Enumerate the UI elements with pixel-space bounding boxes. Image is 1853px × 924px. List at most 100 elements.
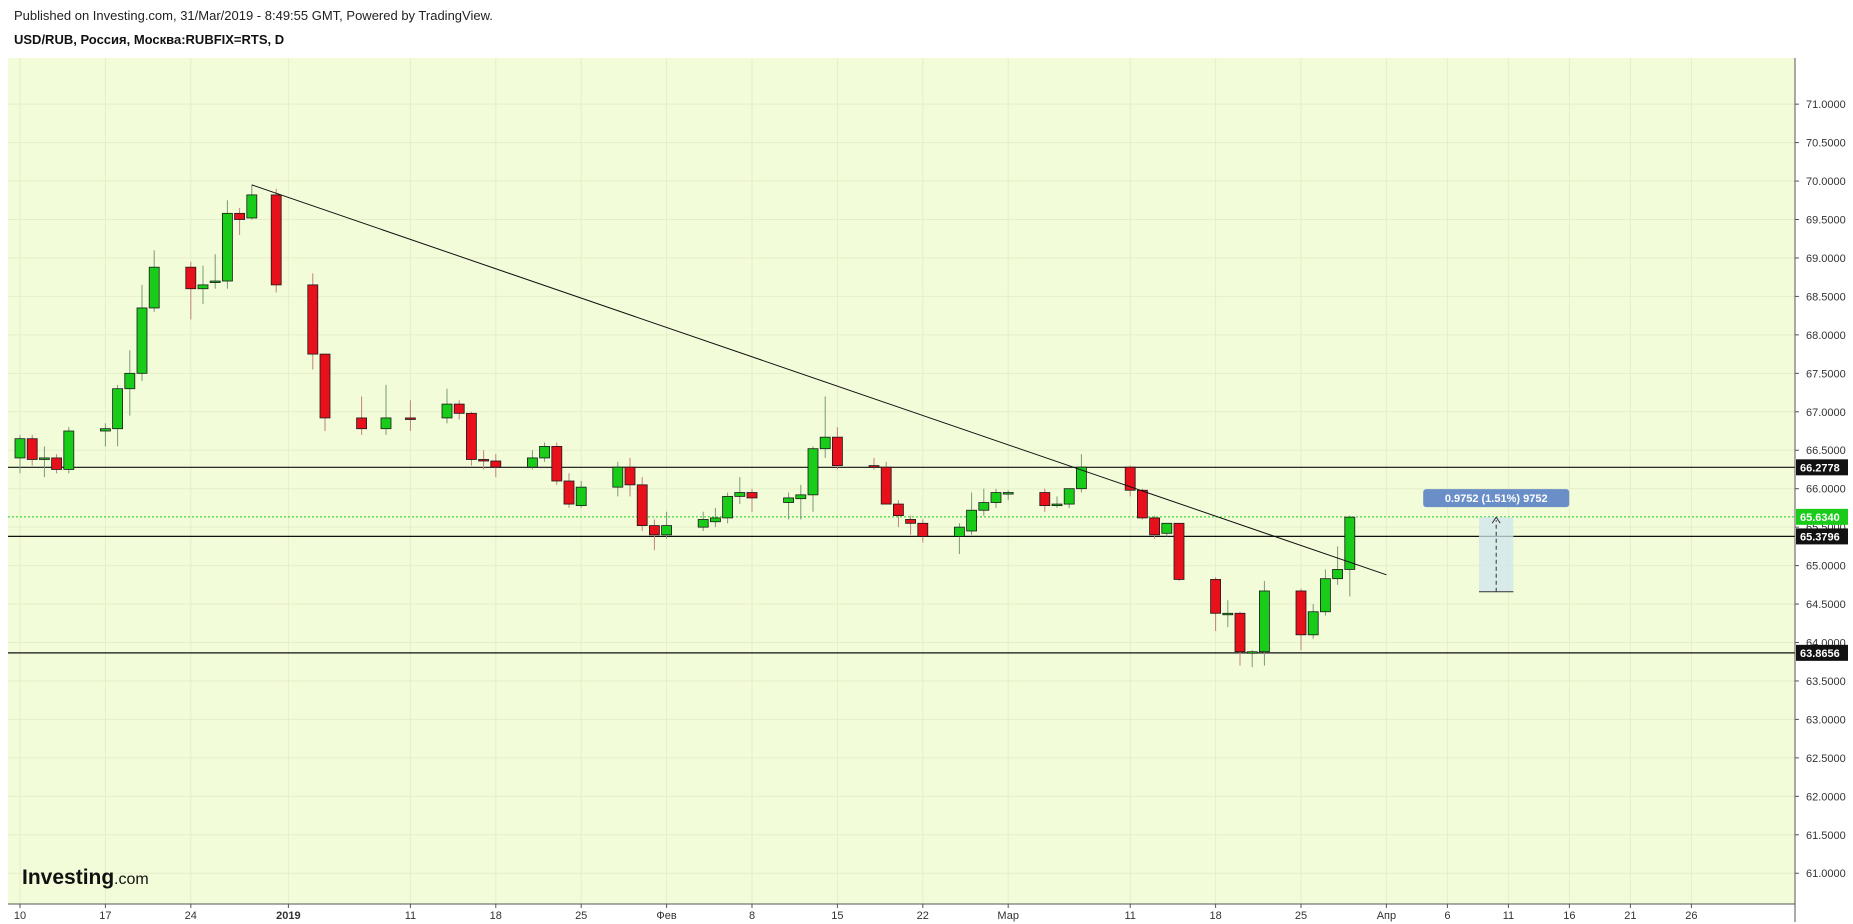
candle xyxy=(246,184,258,220)
candle xyxy=(490,454,502,478)
chart-header: Published on Investing.com, 31/Mar/2019 … xyxy=(14,8,493,47)
price-tick-label: 61.0000 xyxy=(1806,868,1846,880)
plot-area[interactable] xyxy=(8,58,1795,904)
level-price-tag xyxy=(1796,644,1848,661)
candle-body-up xyxy=(819,436,831,450)
candle xyxy=(197,265,209,305)
candle xyxy=(136,284,148,382)
candle xyxy=(868,457,880,470)
grid xyxy=(8,58,1795,904)
investing-logo: Investing .com xyxy=(22,866,149,889)
candle-body-up xyxy=(978,502,990,511)
candle-body-up xyxy=(575,486,587,507)
candle-body-up xyxy=(441,403,453,419)
price-tick-label: 65.0000 xyxy=(1806,561,1846,573)
candle xyxy=(1344,515,1356,597)
candle xyxy=(1076,454,1087,493)
candle xyxy=(905,515,916,535)
candle xyxy=(185,261,197,320)
time-tick-label: 25 xyxy=(1295,910,1307,922)
candle xyxy=(307,273,319,370)
candle-body-up xyxy=(1002,492,1014,495)
candle xyxy=(356,396,368,435)
time-tick-label: 26 xyxy=(1685,910,1697,922)
candle-body-down xyxy=(1124,466,1136,491)
candle-body-down xyxy=(453,403,465,414)
candle-body-up xyxy=(136,307,148,374)
time-tick-label: 10 xyxy=(14,910,26,922)
candle-body-up xyxy=(246,194,258,219)
candle-body-up xyxy=(197,284,209,290)
candle-body-up xyxy=(1344,516,1356,570)
candle xyxy=(661,511,672,539)
candle-body-down xyxy=(563,480,575,505)
candle-body-down xyxy=(1234,612,1246,653)
candle xyxy=(26,434,38,466)
price-tick-label: 63.5000 xyxy=(1806,676,1846,688)
candle xyxy=(624,457,636,497)
candle xyxy=(319,353,331,432)
candle-body-down xyxy=(905,519,916,524)
level-price-tag-label: 65.3796 xyxy=(1800,531,1840,543)
candle xyxy=(380,384,392,435)
price-tick-label: 69.5000 xyxy=(1806,215,1846,227)
candle xyxy=(51,454,62,474)
candle-body-up xyxy=(612,466,624,488)
candle-body-down xyxy=(1210,579,1221,614)
price-tick-label: 66.0000 xyxy=(1806,484,1846,496)
candle xyxy=(1149,515,1160,539)
level-price-tag-label: 66.2778 xyxy=(1800,462,1840,474)
candle xyxy=(234,207,246,235)
candle xyxy=(807,446,819,512)
candle-body-down xyxy=(307,284,319,355)
price-tick-label: 68.5000 xyxy=(1806,291,1846,303)
candle-body-up xyxy=(1076,466,1087,490)
candle-body-up xyxy=(783,497,794,503)
price-tick-label: 63.0000 xyxy=(1806,714,1846,726)
candle xyxy=(697,511,709,531)
candle-body-up xyxy=(661,525,672,536)
candle-body-up xyxy=(722,495,733,519)
candle-body-up xyxy=(734,492,746,497)
candle xyxy=(1210,577,1221,631)
level-price-tag-label: 63.8656 xyxy=(1800,648,1840,660)
time-tick-label: Фев xyxy=(656,910,676,922)
candle xyxy=(63,427,75,474)
candle-body-down xyxy=(478,459,490,462)
candle xyxy=(1063,488,1075,508)
candle xyxy=(795,484,807,520)
candle xyxy=(1124,465,1136,497)
candle-body-up xyxy=(1051,503,1063,507)
candle xyxy=(990,488,1002,508)
candle xyxy=(1320,569,1331,616)
time-tick-label: 25 xyxy=(575,910,587,922)
time-tick-label: 18 xyxy=(1209,910,1221,922)
price-axis[interactable]: 71.0000 70.5000 70.0000 69.5000 69.0000 68.50… xyxy=(1794,58,1848,922)
candle-body-up xyxy=(795,494,807,500)
candle xyxy=(1051,496,1063,508)
candle-body-down xyxy=(356,417,368,430)
time-tick-label: 15 xyxy=(831,910,843,922)
candle xyxy=(1161,522,1173,537)
time-axis[interactable]: 10 17 24 2019 11 18 25 Фев 8 15 22 Мар 11 18 25 Апр 6 11 1… xyxy=(8,903,1795,922)
candle xyxy=(612,461,624,497)
logo-main: Investing xyxy=(22,866,114,889)
candle-body-up xyxy=(112,388,123,430)
candle xyxy=(954,523,965,555)
candle xyxy=(575,481,587,508)
candle-body-up xyxy=(380,417,392,430)
candle-body-down xyxy=(832,436,843,467)
trendline xyxy=(251,184,1387,576)
candle xyxy=(880,461,892,505)
candle xyxy=(1246,650,1258,668)
price-tick-label: 61.5000 xyxy=(1806,830,1846,842)
candle-body-down xyxy=(270,194,282,286)
time-tick-label: 11 xyxy=(1503,910,1514,922)
time-tick-label: 2019 xyxy=(276,910,300,922)
candle-body-down xyxy=(880,466,892,505)
candle xyxy=(734,477,746,505)
candle-body-down xyxy=(1137,489,1148,519)
candle xyxy=(527,450,538,470)
candle-body-down xyxy=(1149,517,1160,536)
